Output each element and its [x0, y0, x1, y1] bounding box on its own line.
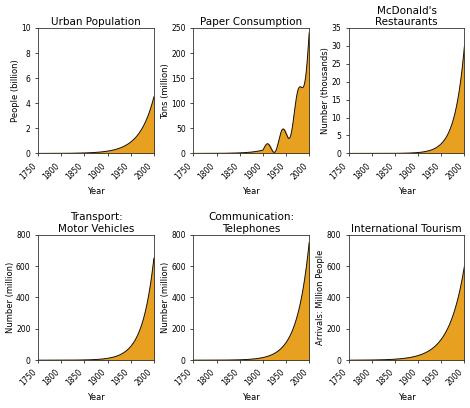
Title: Transport:
Motor Vehicles: Transport: Motor Vehicles — [58, 212, 134, 234]
Title: International Tourism: International Tourism — [351, 224, 462, 234]
X-axis label: Year: Year — [243, 393, 260, 402]
Y-axis label: Number (million): Number (million) — [161, 262, 170, 333]
Title: Urban Population: Urban Population — [51, 17, 141, 27]
Title: McDonald's
Restaurants: McDonald's Restaurants — [375, 6, 438, 27]
X-axis label: Year: Year — [398, 393, 415, 402]
Y-axis label: Tons (million): Tons (million) — [161, 63, 170, 119]
Y-axis label: Number (thousands): Number (thousands) — [321, 47, 330, 134]
Y-axis label: People (billion): People (billion) — [10, 59, 20, 122]
Y-axis label: Number (million): Number (million) — [6, 262, 15, 333]
X-axis label: Year: Year — [398, 187, 415, 196]
X-axis label: Year: Year — [243, 187, 260, 196]
Title: Communication:
Telephones: Communication: Telephones — [208, 212, 294, 234]
Title: Paper Consumption: Paper Consumption — [200, 17, 302, 27]
Y-axis label: Arrivals: Million People: Arrivals: Million People — [316, 250, 325, 345]
X-axis label: Year: Year — [87, 393, 105, 402]
X-axis label: Year: Year — [87, 187, 105, 196]
